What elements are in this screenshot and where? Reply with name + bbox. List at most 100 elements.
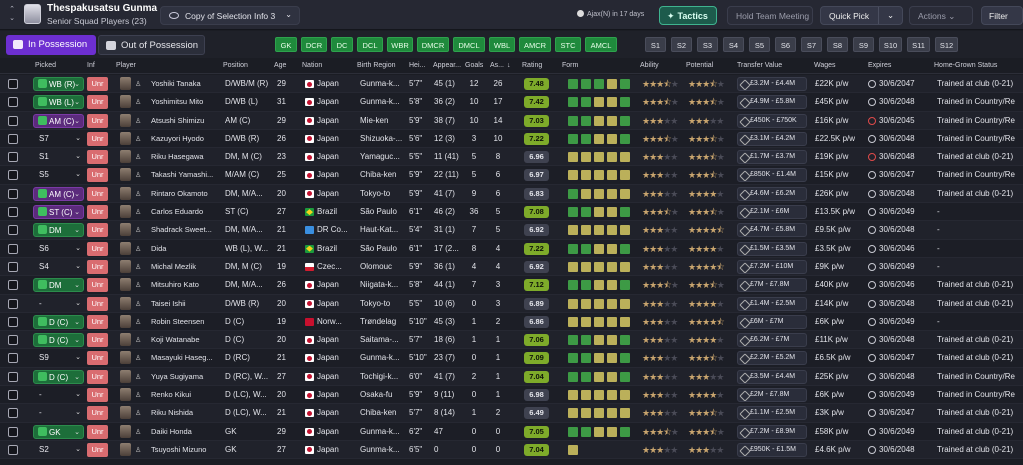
player-name[interactable]: Daiki Honda [151, 426, 192, 436]
picked-select[interactable]: S7 ⌄ [33, 132, 84, 146]
picked-select[interactable]: S6 ⌄ [33, 242, 84, 256]
sub-chip[interactable]: S8 [827, 37, 848, 52]
player-name[interactable]: Taisei Ishii [151, 298, 186, 308]
position-chip[interactable]: GK [275, 37, 297, 52]
chevron-down-icon[interactable]: ⌄ [9, 15, 15, 22]
club-name[interactable]: Thespakusatsu Gunma [47, 3, 158, 14]
inf-badge[interactable]: Unr [87, 186, 108, 201]
col-birth-region[interactable]: Birth Region [357, 62, 396, 69]
sub-chip[interactable]: S11 [907, 37, 930, 52]
col-height[interactable]: Hei... [409, 62, 426, 69]
picked-select[interactable]: S5 ⌄ [33, 168, 84, 182]
transfer-value[interactable]: £6.2M - £7M [737, 333, 807, 348]
row-checkbox[interactable] [8, 408, 18, 419]
actions-button[interactable]: Actions ⌄ [909, 6, 973, 25]
player-name[interactable]: Riku Nishida [151, 408, 194, 418]
player-name[interactable]: Robin Steensen [151, 316, 205, 326]
player-nation[interactable]: Czec... [317, 261, 342, 271]
transfer-value[interactable]: £1.5M - £3.5M [737, 241, 807, 256]
sub-chip[interactable]: S6 [775, 37, 796, 52]
row-checkbox[interactable] [8, 444, 18, 455]
player-nation[interactable]: Japan [317, 188, 339, 198]
transfer-value[interactable]: £2M - £7.8M [737, 388, 807, 403]
row-checkbox[interactable] [8, 152, 18, 163]
player-nation[interactable]: Japan [317, 133, 339, 143]
picked-select[interactable]: D (C) ⌄ [33, 369, 84, 384]
inf-badge[interactable]: Unr [87, 205, 108, 220]
table-row[interactable]: ST (C) ⌄ Unr ♙ Carlos Eduardo ST (C) 27 B… [0, 203, 1023, 222]
position-chip[interactable]: AMCL [585, 37, 617, 52]
sub-chip[interactable]: S3 [697, 37, 718, 52]
transfer-value[interactable]: £7M - £7.8M [737, 278, 807, 293]
position-chip[interactable]: DCR [301, 37, 327, 52]
player-nation[interactable]: Japan [317, 97, 339, 107]
sub-chip[interactable]: S5 [749, 37, 770, 52]
picked-select[interactable]: D (C) ⌄ [33, 314, 84, 329]
transfer-value[interactable]: £950K - £1.5M [737, 442, 807, 457]
player-nation[interactable]: Japan [317, 79, 339, 88]
inf-badge[interactable]: Unr [87, 406, 108, 421]
player-nation[interactable]: Japan [317, 298, 339, 308]
sub-chip[interactable]: S12 [935, 37, 958, 52]
picked-select[interactable]: S9 ⌄ [33, 351, 84, 365]
col-home-grown[interactable]: Home-Grown Status [934, 62, 998, 69]
col-goals[interactable]: Goals [465, 62, 484, 69]
sub-chip[interactable]: S2 [671, 37, 692, 52]
player-info-icon[interactable]: ♙ [135, 446, 142, 454]
table-row[interactable]: S4 ⌄ Unr ♙ Michal Mezlik DM, M (C) 19 Cze… [0, 257, 1023, 277]
table-row[interactable]: S7 ⌄ Unr ♙ Kazuyori Hyodo D/WB (R) 26 Jap… [0, 129, 1023, 149]
player-nation[interactable]: Japan [317, 335, 339, 345]
inf-badge[interactable]: Unr [87, 113, 108, 128]
player-info-icon[interactable]: ♙ [135, 172, 142, 180]
player-name[interactable]: Atsushi Shimizu [151, 115, 205, 125]
transfer-value[interactable]: £4.9M - £5.8M [737, 95, 807, 110]
player-info-icon[interactable]: ♙ [135, 99, 142, 107]
player-name[interactable]: Riku Hasegawa [151, 152, 204, 162]
player-info-icon[interactable]: ♙ [135, 81, 142, 88]
sub-chip[interactable]: S1 [645, 37, 666, 52]
player-nation[interactable]: Brazil [317, 243, 338, 253]
chevron-up-icon[interactable]: ⌃ [9, 6, 15, 13]
picked-select[interactable]: DM ⌄ [33, 223, 84, 238]
col-potential[interactable]: Potential [686, 62, 714, 69]
table-row[interactable]: S5 ⌄ Unr ♙ Takashi Yamashi... M/AM (C) 25… [0, 166, 1023, 185]
player-nation[interactable]: Brazil [317, 207, 338, 217]
picked-select[interactable]: - ⌄ [33, 406, 84, 420]
table-row[interactable]: D (C) ⌄ Unr ♙ Koji Watanabe D (C) 20 Japa… [0, 331, 1023, 350]
player-nation[interactable]: Japan [317, 170, 339, 180]
hold-team-meeting-button[interactable]: Hold Team Meeting [727, 6, 813, 25]
player-info-icon[interactable]: ♙ [135, 337, 142, 345]
row-checkbox[interactable] [8, 371, 18, 382]
col-ability[interactable]: Ability [640, 62, 659, 69]
inf-badge[interactable]: Unr [87, 95, 108, 110]
player-name[interactable]: Shadrack Sweet... [151, 225, 212, 235]
player-name[interactable]: Yuya Sugiyama [151, 371, 204, 381]
inf-badge[interactable]: Unr [87, 296, 108, 311]
inf-badge[interactable]: Unr [87, 369, 108, 384]
row-checkbox[interactable] [8, 261, 18, 272]
player-info-icon[interactable]: ♙ [135, 263, 142, 271]
inf-badge[interactable]: Unr [87, 442, 108, 457]
tab-in-possession[interactable]: In Possession [6, 35, 96, 55]
transfer-value[interactable]: £6M - £7M [737, 314, 807, 329]
table-row[interactable]: AM (C) ⌄ Unr ♙ Rintaro Okamoto DM, M/A...… [0, 184, 1023, 204]
sub-chip[interactable]: S7 [801, 37, 822, 52]
table-row[interactable]: S2 ⌄ Unr ♙ Tsuyoshi Mizuno GK 27 Japan Gu… [0, 440, 1023, 460]
row-checkbox[interactable] [8, 115, 18, 126]
player-name[interactable]: Tsuyoshi Mizuno [151, 444, 207, 454]
table-row[interactable]: DM ⌄ Unr ♙ Shadrack Sweet... DM, M/A... 2… [0, 221, 1023, 240]
picked-select[interactable]: - ⌄ [33, 297, 84, 311]
player-nation[interactable]: Japan [317, 280, 339, 290]
player-nation[interactable]: Japan [317, 353, 339, 363]
row-checkbox[interactable] [8, 97, 18, 108]
row-checkbox[interactable] [8, 390, 18, 401]
picked-select[interactable]: AM (C) ⌄ [33, 186, 84, 201]
player-info-icon[interactable]: ♙ [135, 245, 142, 253]
player-name[interactable]: Carlos Eduardo [151, 207, 204, 217]
picked-select[interactable]: S2 ⌄ [33, 443, 84, 457]
inf-badge[interactable]: Unr [87, 333, 108, 348]
player-name[interactable]: Mitsuhiro Kato [151, 280, 199, 290]
picked-select[interactable]: - ⌄ [33, 388, 84, 402]
inf-badge[interactable]: Unr [87, 351, 108, 366]
tactics-button[interactable]: ✦ Tactics [659, 6, 717, 25]
